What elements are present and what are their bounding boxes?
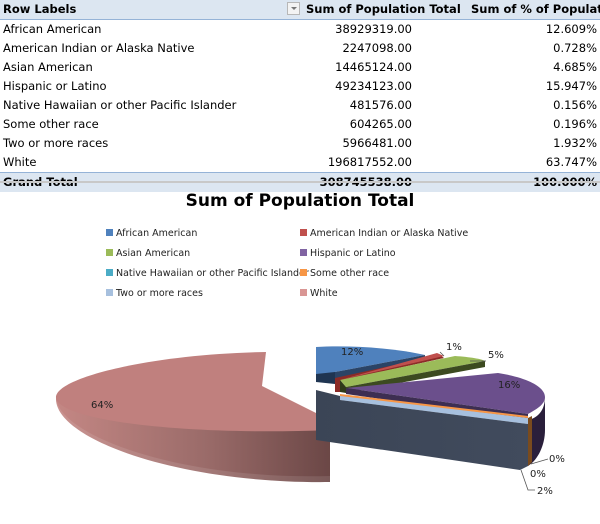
legend-swatch-icon	[106, 289, 113, 296]
table-row[interactable]: Hispanic or Latino 49234123.00 15.947%	[0, 77, 600, 96]
data-label-african-american: 12%	[341, 347, 363, 358]
data-label-white: 64%	[91, 400, 113, 411]
row-label: African American	[3, 22, 102, 36]
population-pct-value: 1.932%	[553, 136, 597, 150]
population-pct-value: 0.156%	[553, 98, 597, 112]
legend-swatch-icon	[106, 269, 113, 276]
pie-slice-small-groups[interactable]	[316, 390, 532, 470]
legend-item[interactable]: White	[300, 287, 338, 300]
data-label-american-indian: 1%	[446, 342, 462, 353]
row-label: American Indian or Alaska Native	[3, 41, 195, 55]
data-label-some-other-race: 0%	[530, 469, 546, 480]
data-label-two-or-more-races: 2%	[537, 486, 553, 497]
legend-label: Hispanic or Latino	[310, 248, 396, 259]
row-label: White	[3, 155, 37, 169]
table-row[interactable]: Native Hawaiian or other Pacific Islande…	[0, 96, 600, 115]
row-label: Hispanic or Latino	[3, 79, 107, 93]
dropdown-filter-icon[interactable]	[287, 2, 300, 15]
population-total-header[interactable]: Sum of Population Total	[306, 2, 461, 16]
population-total-value: 604265.00	[349, 117, 412, 131]
legend-item[interactable]: Hispanic or Latino	[300, 247, 396, 260]
row-label: Some other race	[3, 117, 99, 131]
legend-label: White	[310, 288, 338, 299]
population-total-value: 481576.00	[349, 98, 412, 112]
table-row[interactable]: Asian American 14465124.00 4.685%	[0, 58, 600, 77]
population-total-value: 38929319.00	[335, 22, 412, 36]
legend-swatch-icon	[106, 249, 113, 256]
population-pct-header[interactable]: Sum of % of Population	[471, 2, 600, 16]
legend-item[interactable]: Native Hawaiian or other Pacific Islande…	[106, 267, 309, 280]
leader-lines	[439, 351, 549, 491]
legend-item[interactable]: African American	[106, 227, 197, 240]
population-total-value: 196817552.00	[327, 155, 412, 169]
legend-swatch-icon	[106, 229, 113, 236]
legend-swatch-icon	[300, 289, 307, 296]
row-label: Two or more races	[3, 136, 109, 150]
legend-label: African American	[116, 228, 198, 239]
population-total-value: 14465124.00	[335, 60, 412, 74]
population-pct-value: 0.196%	[553, 117, 597, 131]
row-label: Native Hawaiian or other Pacific Islande…	[3, 98, 237, 112]
table-row[interactable]: White 196817552.00 63.747%	[0, 153, 600, 172]
legend-label: Native Hawaiian or other Pacific Islande…	[116, 268, 309, 279]
population-total-value: 5966481.00	[342, 136, 412, 150]
data-label-asian-american: 5%	[488, 350, 504, 361]
population-pct-value: 63.747%	[545, 155, 597, 169]
chart-top-border	[0, 181, 600, 183]
legend-item[interactable]: American Indian or Alaska Native	[300, 227, 468, 240]
population-pct-value: 4.685%	[553, 60, 597, 74]
legend-item[interactable]: Asian American	[106, 247, 190, 260]
pivot-header-row: Row Labels Sum of Population Total Sum o…	[0, 0, 600, 20]
legend-label: Two or more races	[116, 288, 203, 299]
row-label: Asian American	[3, 60, 93, 74]
pie-slice-american-indian[interactable]	[335, 353, 444, 392]
legend-label: Some other race	[310, 268, 390, 279]
legend-swatch-icon	[300, 269, 307, 276]
population-total-value: 49234123.00	[335, 79, 412, 93]
table-row[interactable]: Some other race 604265.00 0.196%	[0, 115, 600, 134]
population-pct-value: 15.947%	[545, 79, 597, 93]
legend-label: Asian American	[116, 248, 191, 259]
population-pct-value: 12.609%	[545, 22, 597, 36]
legend-item[interactable]: Some other race	[300, 267, 389, 280]
population-total-value: 2247098.00	[342, 41, 412, 55]
legend-item[interactable]: Two or more races	[106, 287, 203, 300]
pie-slice-white[interactable]	[55, 352, 331, 483]
table-row[interactable]: African American 38929319.00 12.609%	[0, 20, 600, 39]
data-label-hispanic-or-latino: 16%	[498, 380, 520, 391]
legend-swatch-icon	[300, 229, 307, 236]
table-row[interactable]: Two or more races 5966481.00 1.932%	[0, 134, 600, 153]
population-pct-value: 0.728%	[553, 41, 597, 55]
row-labels-header[interactable]: Row Labels	[3, 2, 77, 16]
chart-title[interactable]: Sum of Population Total	[185, 191, 415, 211]
legend-swatch-icon	[300, 249, 307, 256]
table-row[interactable]: American Indian or Alaska Native 2247098…	[0, 39, 600, 58]
legend-label: American Indian or Alaska Native	[310, 228, 469, 239]
data-label-native-hawaiian: 0%	[549, 454, 565, 465]
